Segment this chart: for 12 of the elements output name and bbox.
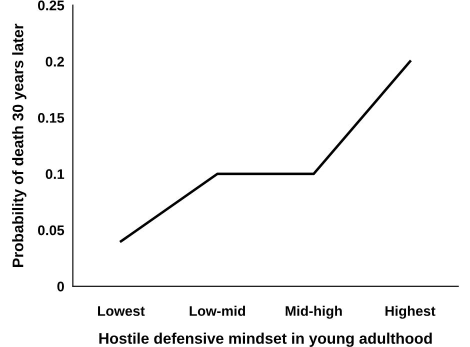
x-tick-label: Mid-high [286, 306, 342, 319]
y-axis-title: Probability of death 30 years later [12, 24, 26, 267]
y-tick-label: 0.2 [46, 56, 64, 67]
x-tick-label: Lowest [98, 306, 145, 316]
x-axis-title: Hostile defensive mindset in young adulthood [99, 332, 432, 347]
y-tick-label: 0 [57, 282, 64, 292]
y-tick-label: 0.05 [38, 225, 64, 236]
x-tick-label: Highest [386, 306, 436, 319]
y-tick-label: 0.15 [38, 112, 64, 123]
x-tick-label: Low-mid [190, 306, 246, 316]
y-tick-label: 0.1 [46, 169, 64, 180]
y-tick-label: 0.25 [38, 0, 64, 10]
